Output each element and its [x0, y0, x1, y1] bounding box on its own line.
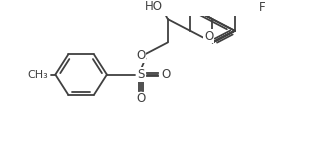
Text: S: S: [137, 68, 144, 81]
Text: O: O: [162, 68, 171, 81]
Text: F: F: [259, 1, 266, 14]
Text: O: O: [136, 49, 145, 62]
Text: HO: HO: [145, 0, 163, 13]
Text: O: O: [204, 30, 213, 43]
Text: O: O: [136, 92, 145, 105]
Text: CH₃: CH₃: [27, 70, 48, 80]
